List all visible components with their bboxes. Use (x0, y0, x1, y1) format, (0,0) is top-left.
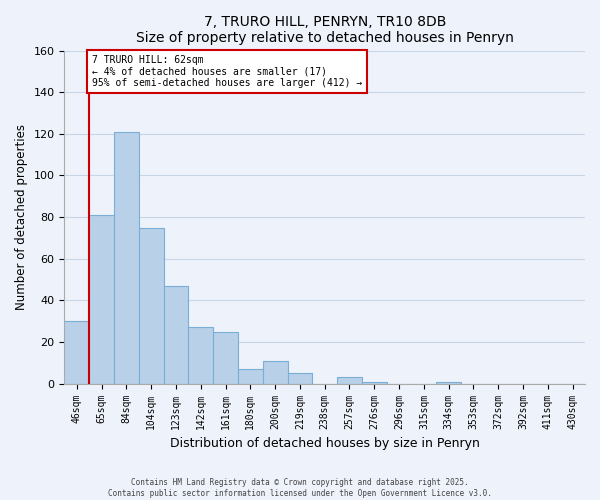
Bar (139, 228, 164, 384)
Text: Contains HM Land Registry data © Crown copyright and database right 2025.
Contai: Contains HM Land Registry data © Crown c… (108, 478, 492, 498)
Bar (337, 378, 362, 384)
Bar (362, 382, 386, 384)
Bar (213, 332, 238, 384)
Bar (263, 361, 287, 384)
Text: 7 TRURO HILL: 62sqm
← 4% of detached houses are smaller (17)
95% of semi-detache: 7 TRURO HILL: 62sqm ← 4% of detached hou… (92, 54, 362, 88)
Bar (188, 328, 213, 384)
Y-axis label: Number of detached properties: Number of detached properties (15, 124, 28, 310)
Bar (64, 321, 89, 384)
Bar (164, 286, 188, 384)
X-axis label: Distribution of detached houses by size in Penryn: Distribution of detached houses by size … (170, 437, 479, 450)
Bar (436, 382, 461, 384)
Title: 7, TRURO HILL, PENRYN, TR10 8DB
Size of property relative to detached houses in : 7, TRURO HILL, PENRYN, TR10 8DB Size of … (136, 15, 514, 45)
Bar (238, 369, 263, 384)
Bar (89, 215, 114, 384)
Bar (114, 132, 139, 384)
Bar (287, 374, 313, 384)
